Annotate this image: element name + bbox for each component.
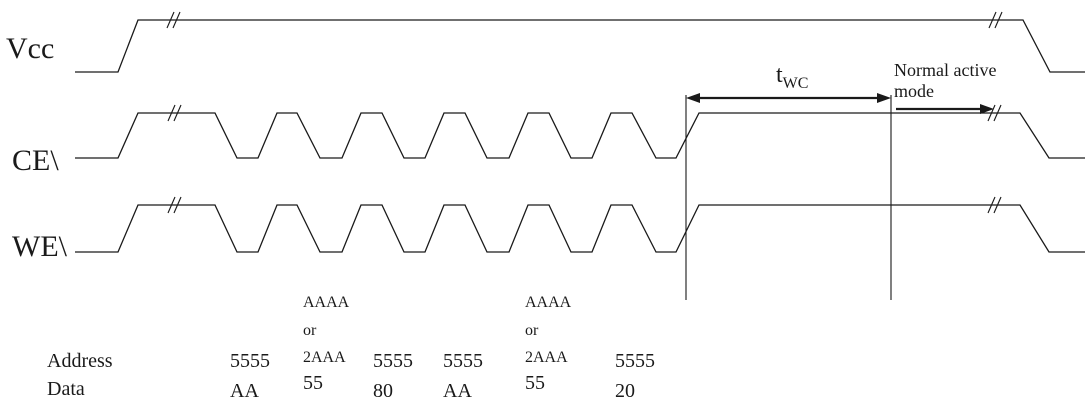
cycle-5-address: 2AAA bbox=[525, 349, 568, 366]
we-break-left bbox=[167, 196, 182, 214]
cycle-3-address: 5555 bbox=[373, 350, 413, 372]
cycle-4-data: AA bbox=[443, 380, 472, 402]
normal-mode-arrow bbox=[896, 104, 994, 114]
cycle-4-address: 5555 bbox=[443, 350, 483, 372]
cycle-5-data: 55 bbox=[525, 372, 545, 394]
ce-waveform bbox=[75, 112, 1085, 159]
vcc-break-left bbox=[166, 11, 181, 29]
address-row-label: Address bbox=[47, 350, 113, 372]
ce-break-left bbox=[167, 104, 182, 122]
ce-label: CE\ bbox=[12, 144, 59, 177]
normal-mode-label-line2: mode bbox=[894, 81, 934, 101]
data-row-label: Data bbox=[47, 378, 85, 400]
vcc-waveform bbox=[75, 19, 1085, 73]
we-label: WE\ bbox=[12, 230, 68, 263]
twc-arrow bbox=[686, 93, 891, 103]
we-waveform bbox=[75, 204, 1085, 253]
we-break-right bbox=[987, 196, 1002, 214]
cycle-3-data: 80 bbox=[373, 380, 393, 402]
vcc-break-right bbox=[988, 11, 1003, 29]
vcc-label: Vcc bbox=[6, 32, 54, 65]
twc-label: tWC bbox=[776, 62, 808, 92]
cycle-1-address: 5555 bbox=[230, 350, 270, 372]
cycle-1-data: AA bbox=[230, 380, 259, 402]
cycle-2-address-or: or bbox=[303, 322, 317, 339]
ce-break-right bbox=[987, 104, 1002, 122]
normal-mode-label-line1: Normal active bbox=[894, 60, 996, 80]
cycle-2-data: 55 bbox=[303, 372, 323, 394]
cycle-2-address-alt: AAAA bbox=[303, 294, 350, 311]
cycle-6-data: 20 bbox=[615, 380, 635, 402]
cycle-6-address: 5555 bbox=[615, 350, 655, 372]
cycle-5-address-or: or bbox=[525, 322, 539, 339]
cycle-2-address: 2AAA bbox=[303, 349, 346, 366]
cycle-5-address-alt: AAAA bbox=[525, 294, 572, 311]
